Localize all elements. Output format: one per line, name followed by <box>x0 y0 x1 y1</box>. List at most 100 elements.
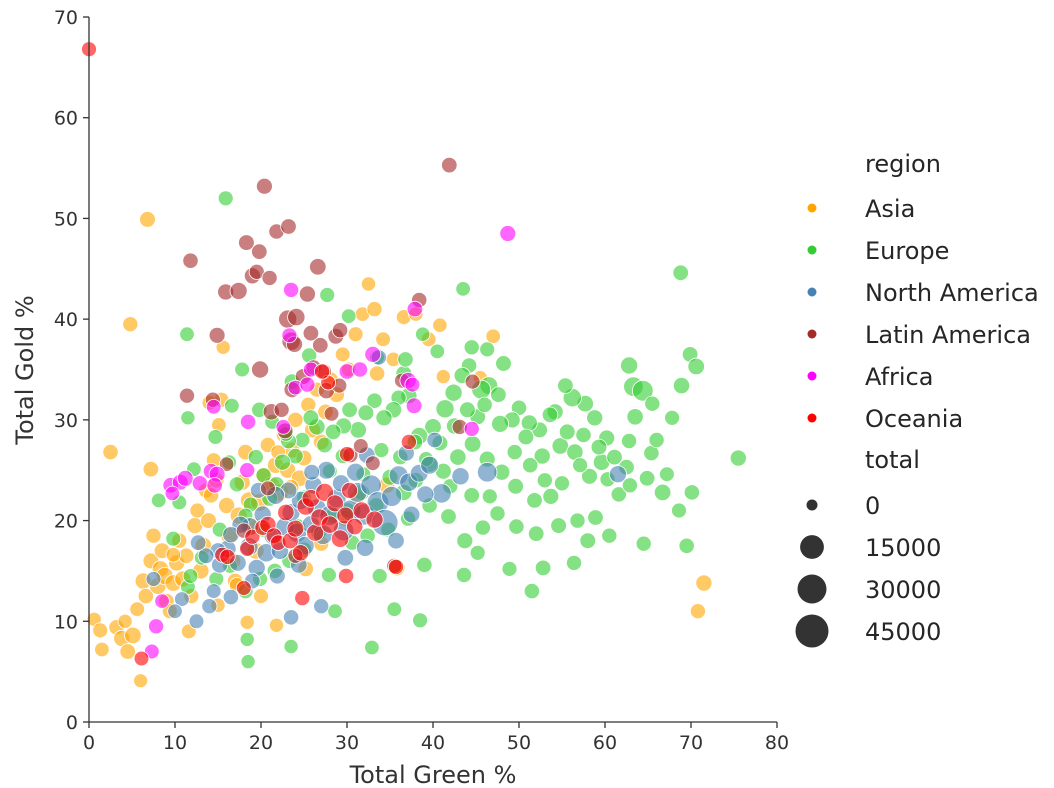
data-point <box>164 485 181 502</box>
x-tick-label: 80 <box>765 732 789 754</box>
data-point <box>481 488 498 505</box>
data-point <box>287 307 306 327</box>
data-point <box>319 287 336 303</box>
data-point <box>240 654 256 670</box>
data-point <box>337 567 355 585</box>
y-tick-label: 50 <box>54 208 78 230</box>
points-layer <box>81 41 747 689</box>
data-point <box>536 472 553 489</box>
data-point <box>463 435 482 453</box>
data-point <box>638 470 656 487</box>
data-point <box>557 377 574 394</box>
data-point <box>248 263 265 280</box>
x-tick-label: 0 <box>83 732 95 754</box>
data-point <box>294 590 311 607</box>
data-point <box>360 276 377 292</box>
data-point <box>375 331 391 348</box>
data-point <box>653 483 672 502</box>
data-point <box>178 387 195 404</box>
data-point <box>235 580 252 596</box>
data-point <box>569 512 586 529</box>
data-point <box>416 556 433 574</box>
data-point <box>291 544 310 562</box>
data-point <box>177 469 194 487</box>
data-point <box>429 343 446 360</box>
data-point <box>197 547 215 565</box>
data-point <box>405 397 423 415</box>
data-point <box>659 466 675 483</box>
data-point <box>94 641 110 658</box>
data-point <box>253 588 269 604</box>
data-point <box>255 177 273 195</box>
data-point <box>517 428 535 446</box>
data-point <box>463 420 480 437</box>
y-tick-label: 70 <box>54 7 78 29</box>
data-point <box>239 462 256 479</box>
data-point <box>364 455 381 472</box>
data-point <box>432 317 448 333</box>
data-point <box>449 448 467 466</box>
data-point <box>477 462 498 483</box>
data-point <box>463 339 480 356</box>
data-point <box>277 503 295 522</box>
data-point <box>440 508 457 525</box>
data-point <box>508 518 525 535</box>
data-point <box>259 480 276 497</box>
data-point <box>325 423 342 441</box>
legend-swatch <box>807 203 817 213</box>
data-point <box>387 558 404 575</box>
legend: region Asia Europe North America Latin Amer… <box>795 150 1039 648</box>
legend-hue-title: region <box>865 150 941 178</box>
ticks-layer: 0 10 20 30 40 50 60 70 80 0 10 20 30 40 50 60 70 <box>54 7 789 754</box>
data-point <box>150 492 167 509</box>
x-tick-label: 30 <box>335 732 359 754</box>
data-point <box>341 481 359 499</box>
x-tick-label: 60 <box>593 732 617 754</box>
data-point <box>566 554 583 571</box>
x-tick-label: 50 <box>507 732 531 754</box>
data-point <box>506 444 523 461</box>
data-point <box>435 369 451 385</box>
data-point <box>476 396 493 413</box>
data-point <box>587 509 604 526</box>
legend-swatch <box>807 371 817 381</box>
data-point <box>351 361 368 378</box>
data-point <box>206 477 223 494</box>
data-point <box>336 549 355 567</box>
data-point <box>387 532 405 550</box>
data-point <box>174 591 190 607</box>
data-point <box>247 449 264 466</box>
legend-label: North America <box>865 279 1039 307</box>
data-point <box>338 446 355 463</box>
data-point <box>364 345 382 363</box>
data-point <box>431 483 452 504</box>
data-point <box>316 436 333 454</box>
data-point <box>179 326 195 342</box>
data-point <box>205 583 222 599</box>
data-point <box>238 234 255 251</box>
data-point <box>420 455 440 475</box>
data-point <box>275 419 292 435</box>
legend-size-marker <box>797 574 827 604</box>
data-point <box>341 308 357 324</box>
data-point <box>201 598 218 615</box>
data-point <box>621 477 638 494</box>
data-point <box>139 211 156 228</box>
legend-size-marker <box>806 499 818 511</box>
data-point <box>366 301 383 318</box>
data-point <box>165 547 182 563</box>
data-point <box>303 463 321 481</box>
data-point <box>621 432 638 449</box>
data-point <box>224 397 240 414</box>
data-point <box>299 376 316 393</box>
data-point <box>381 485 403 507</box>
data-point <box>586 409 604 427</box>
data-point <box>368 365 386 382</box>
legend-size-label: 15000 <box>865 534 941 562</box>
data-point <box>451 467 470 486</box>
data-point <box>485 328 501 345</box>
legend-size-items: 0 15000 30000 45000 <box>795 492 941 648</box>
data-point <box>689 603 706 620</box>
data-point <box>320 515 339 534</box>
data-point <box>554 475 571 492</box>
